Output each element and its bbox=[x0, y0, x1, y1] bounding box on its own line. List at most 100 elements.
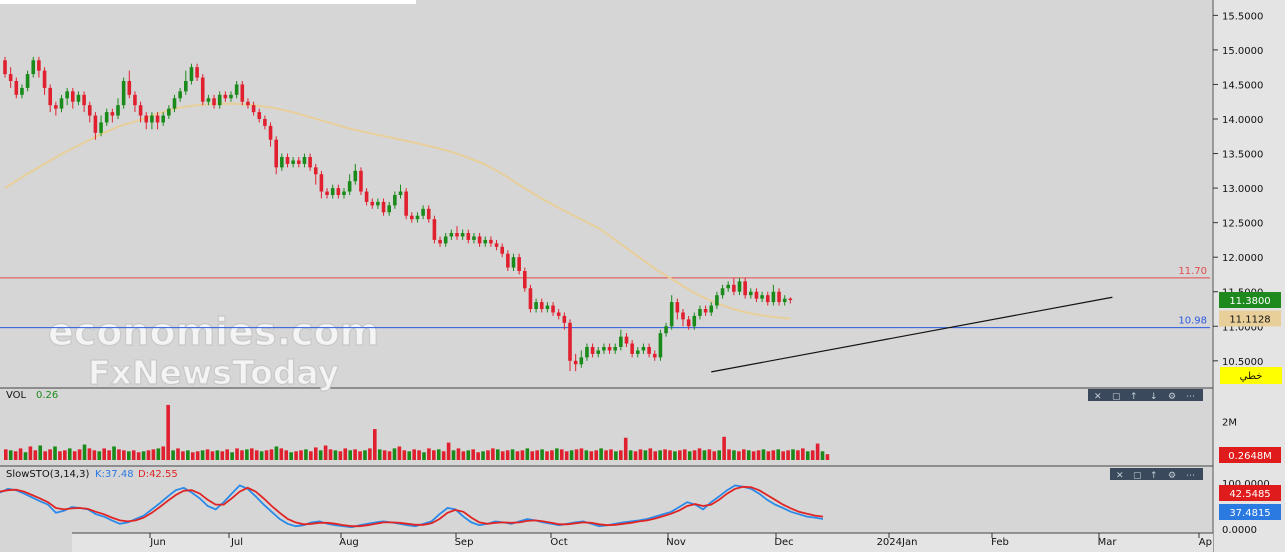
volume-bar bbox=[225, 449, 229, 460]
candle bbox=[381, 198, 386, 216]
volume-panel-toolbar[interactable]: ✕ ▢ ↑ ↓ ⚙ ⋯ bbox=[1088, 389, 1203, 402]
candle-body bbox=[8, 74, 13, 81]
candle bbox=[771, 284, 776, 306]
candle-body bbox=[760, 295, 764, 299]
volume-bar bbox=[186, 450, 190, 460]
candle bbox=[737, 277, 742, 296]
candle-body bbox=[641, 347, 646, 351]
arrow-up-icon[interactable]: ↑ bbox=[1150, 471, 1158, 481]
candle-body bbox=[404, 191, 408, 216]
volume-bar bbox=[38, 445, 43, 460]
price-tags: 11.3800 11.1128 bbox=[1219, 292, 1281, 327]
candle bbox=[370, 198, 375, 209]
candle-body bbox=[167, 108, 171, 116]
last-price-tag-label: 11.3800 bbox=[1229, 296, 1270, 307]
candle bbox=[364, 188, 369, 206]
drawing-tool-badge[interactable] bbox=[1220, 367, 1282, 384]
candle bbox=[607, 343, 612, 354]
restore-icon[interactable]: ▢ bbox=[1112, 392, 1121, 402]
candle-body bbox=[104, 112, 109, 123]
arrow-up-icon[interactable]: ↑ bbox=[1130, 392, 1138, 402]
candle-body bbox=[342, 191, 346, 195]
candle bbox=[59, 94, 64, 113]
candle-body bbox=[31, 60, 36, 75]
close-icon[interactable]: ✕ bbox=[1094, 392, 1102, 402]
volume-bar bbox=[127, 451, 131, 460]
volume-bar bbox=[87, 448, 92, 460]
date-tick-label: Aug bbox=[339, 537, 359, 548]
volume-bar bbox=[638, 449, 643, 460]
volume-bar bbox=[427, 448, 431, 460]
volume-bar bbox=[264, 450, 269, 460]
candle bbox=[229, 91, 233, 102]
candle-body bbox=[551, 305, 555, 313]
volume-bar bbox=[210, 451, 215, 460]
volume-bar bbox=[746, 450, 751, 460]
volume-bar bbox=[77, 449, 82, 460]
volume-bar bbox=[461, 451, 466, 460]
candle-body bbox=[381, 201, 386, 213]
more-icon[interactable]: ⋯ bbox=[1186, 471, 1195, 481]
volume-indicator-value: 0.26 bbox=[36, 390, 58, 401]
volume-bar bbox=[333, 450, 338, 460]
volume-bar bbox=[441, 451, 446, 460]
volume-bar bbox=[648, 448, 653, 460]
volume-bar bbox=[136, 452, 141, 460]
volume-bar bbox=[530, 451, 535, 460]
volume-bar bbox=[43, 451, 47, 460]
candle bbox=[330, 184, 335, 199]
volume-bar bbox=[584, 450, 589, 460]
candle bbox=[302, 153, 307, 168]
volume-bar bbox=[791, 449, 795, 460]
volume-bar bbox=[397, 446, 402, 460]
candle bbox=[517, 253, 521, 275]
stochastic-k-tag bbox=[1219, 504, 1281, 520]
candle-body bbox=[585, 347, 589, 358]
arrow-down-icon[interactable]: ↓ bbox=[1150, 392, 1158, 402]
volume-bar bbox=[63, 450, 67, 460]
volume-bar bbox=[653, 451, 658, 460]
stochastic-axis: 100.0000 0.0000 42.5485 37.4815 bbox=[1219, 479, 1281, 536]
volume-bar bbox=[289, 452, 293, 460]
candle bbox=[274, 136, 278, 175]
candle bbox=[489, 236, 493, 247]
volume-bar bbox=[510, 449, 515, 460]
candle-body bbox=[161, 115, 165, 123]
candle-body bbox=[65, 91, 69, 99]
candle-body bbox=[138, 105, 143, 116]
candle-body bbox=[703, 309, 708, 313]
candle bbox=[698, 305, 702, 320]
candle bbox=[263, 115, 267, 130]
moving-average-tag-label: 11.1128 bbox=[1229, 314, 1270, 325]
candle-body bbox=[121, 81, 126, 106]
candle bbox=[240, 81, 245, 106]
volume-bar bbox=[663, 449, 667, 460]
volume-bar bbox=[628, 450, 633, 460]
volume-bar bbox=[279, 448, 284, 460]
candle bbox=[200, 74, 205, 106]
volume-bar bbox=[574, 449, 579, 460]
volume-bar bbox=[23, 452, 28, 460]
candle-body bbox=[579, 357, 584, 365]
restore-icon[interactable]: ▢ bbox=[1133, 471, 1142, 481]
more-icon[interactable]: ⋯ bbox=[1186, 392, 1195, 402]
volume-bar bbox=[230, 452, 234, 460]
volume-bar bbox=[407, 451, 412, 460]
candle bbox=[511, 253, 516, 271]
settings-icon[interactable]: ⚙ bbox=[1168, 392, 1176, 402]
candle-body bbox=[523, 271, 527, 289]
volume-bar bbox=[240, 450, 244, 460]
candle bbox=[104, 108, 109, 126]
volume-bar bbox=[146, 450, 151, 460]
watermark-economies: economies.com bbox=[48, 310, 379, 354]
settings-icon[interactable]: ⚙ bbox=[1168, 471, 1176, 481]
candle bbox=[500, 243, 504, 258]
candle-body bbox=[506, 253, 510, 268]
volume-bar bbox=[254, 450, 259, 460]
candle-body bbox=[150, 115, 154, 123]
candle bbox=[285, 153, 290, 168]
volume-bar bbox=[92, 450, 97, 460]
stochastic-panel-toolbar[interactable]: ✕ ▢ ↑ ⚙ ⋯ bbox=[1110, 468, 1203, 481]
close-icon[interactable]: ✕ bbox=[1116, 471, 1124, 481]
candle-body bbox=[42, 70, 47, 88]
